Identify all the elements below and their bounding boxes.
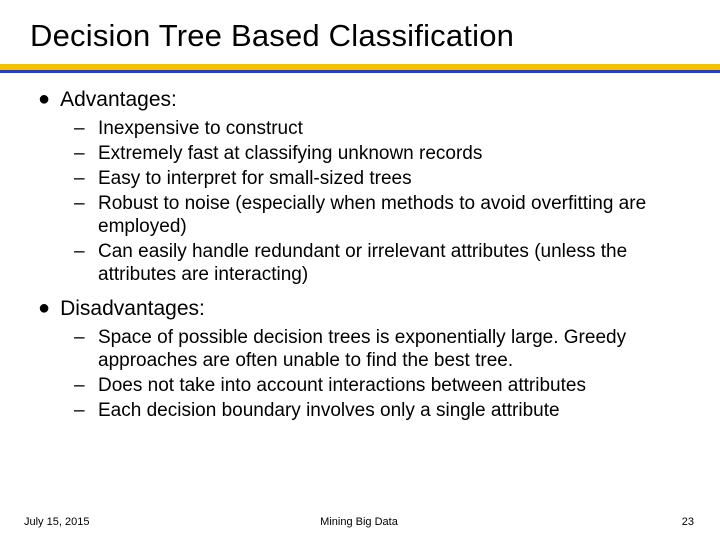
slide-footer: July 15, 2015 Mining Big Data 23 bbox=[0, 516, 720, 528]
list-item-text: Inexpensive to construct bbox=[98, 117, 303, 140]
footer-title: Mining Big Data bbox=[247, 516, 470, 528]
list-item: – Space of possible decision trees is ex… bbox=[74, 326, 686, 372]
bullet-heading: Disadvantages: bbox=[60, 296, 205, 321]
list-item-text: Easy to interpret for small-sized trees bbox=[98, 167, 412, 190]
footer-date: July 15, 2015 bbox=[24, 516, 247, 528]
disadvantages-list: – Space of possible decision trees is ex… bbox=[38, 326, 686, 422]
list-item: – Easy to interpret for small-sized tree… bbox=[74, 167, 686, 190]
list-item: – Inexpensive to construct bbox=[74, 117, 686, 140]
list-item-text: Does not take into account interactions … bbox=[98, 374, 586, 397]
dash-icon: – bbox=[74, 374, 88, 397]
dash-icon: – bbox=[74, 192, 88, 215]
list-item: – Can easily handle redundant or irrelev… bbox=[74, 240, 686, 286]
dash-icon: – bbox=[74, 142, 88, 165]
bullet-heading: Advantages: bbox=[60, 87, 177, 112]
dash-icon: – bbox=[74, 117, 88, 140]
content-area: ● Advantages: – Inexpensive to construct… bbox=[30, 87, 690, 422]
footer-page-number: 23 bbox=[471, 516, 694, 528]
list-item: – Robust to noise (especially when metho… bbox=[74, 192, 686, 238]
list-item-text: Can easily handle redundant or irrelevan… bbox=[98, 240, 686, 286]
disc-icon: ● bbox=[38, 87, 50, 111]
bullet-disadvantages: ● Disadvantages: bbox=[38, 296, 686, 321]
list-item-text: Extremely fast at classifying unknown re… bbox=[98, 142, 482, 165]
slide: Decision Tree Based Classification ● Adv… bbox=[0, 0, 720, 540]
list-item: – Each decision boundary involves only a… bbox=[74, 399, 686, 422]
dash-icon: – bbox=[74, 326, 88, 349]
underline-blue bbox=[0, 70, 720, 73]
list-item-text: Space of possible decision trees is expo… bbox=[98, 326, 686, 372]
list-item: – Does not take into account interaction… bbox=[74, 374, 686, 397]
disc-icon: ● bbox=[38, 296, 50, 320]
list-item-text: Each decision boundary involves only a s… bbox=[98, 399, 560, 422]
slide-title: Decision Tree Based Classification bbox=[30, 18, 690, 54]
advantages-list: – Inexpensive to construct – Extremely f… bbox=[38, 117, 686, 286]
list-item: – Extremely fast at classifying unknown … bbox=[74, 142, 686, 165]
dash-icon: – bbox=[74, 240, 88, 263]
title-underline bbox=[0, 64, 720, 73]
bullet-advantages: ● Advantages: bbox=[38, 87, 686, 112]
dash-icon: – bbox=[74, 399, 88, 422]
list-item-text: Robust to noise (especially when methods… bbox=[98, 192, 686, 238]
dash-icon: – bbox=[74, 167, 88, 190]
